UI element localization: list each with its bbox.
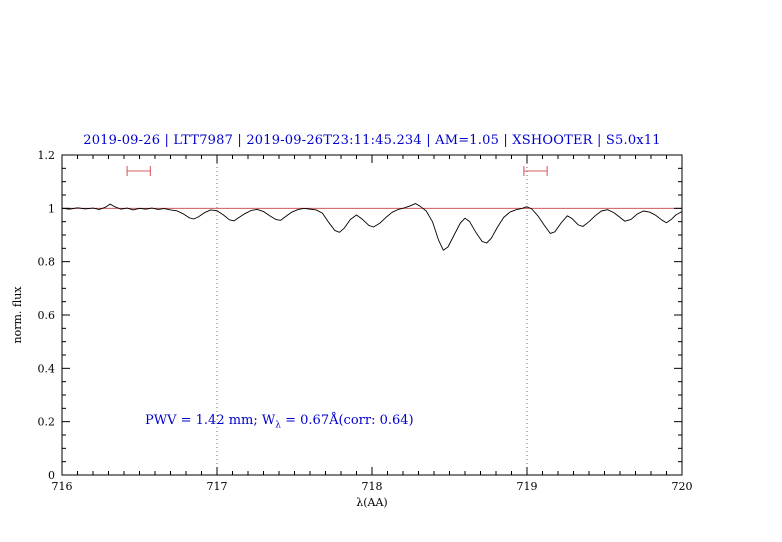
y-tick-label: 1.2 [38,149,56,162]
pwv-annotation: PWV = 1.42 mm; Wλ = 0.67Å(corr: 0.64) [145,413,414,431]
reference-vlines [216,155,528,475]
y-tick-label: 0.2 [38,416,56,429]
y-tick-label: 0.4 [38,362,56,375]
spectrum-line [61,203,683,251]
range-markers [126,166,548,176]
x-tick-label: 716 [52,480,73,493]
y-tick-label: 0.8 [38,256,56,269]
x-tick-label: 718 [362,480,383,493]
x-axis-label: λ(AA) [356,496,388,509]
pwv-annotation-post: = 0.67Å(corr: 0.64) [280,413,414,428]
x-tick-label: 719 [517,480,538,493]
y-tick-label: 0 [48,469,55,482]
y-tick-label: 0.6 [38,309,56,322]
axis-ticks [61,154,683,476]
pwv-annotation-sub: λ [275,420,281,431]
x-tick-label: 717 [207,480,228,493]
y-tick-label: 1 [48,202,55,215]
pwv-annotation-pre: PWV = 1.42 mm; W [145,413,276,428]
tick-labels: 716 717 718 719 720 0 0.2 0.4 0.6 0.8 1 1.2 [38,149,693,493]
x-tick-label: 720 [672,480,693,493]
y-axis-label: norm. flux [11,286,24,344]
plot-title: 2019-09-26 | LTT7987 | 2019-09-26T23:11:… [83,133,661,148]
